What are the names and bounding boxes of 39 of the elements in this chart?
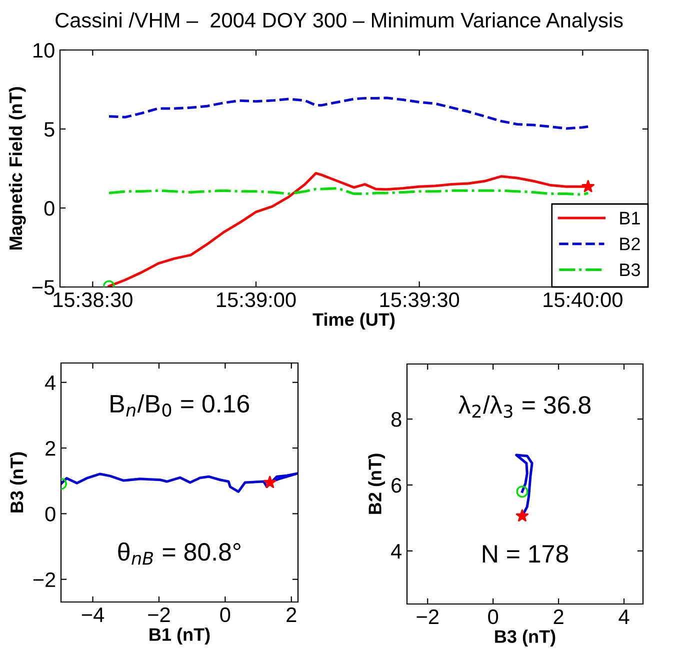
- y-axis-title: B2 (nT): [368, 454, 385, 514]
- y-axis-title: B3 (nT): [10, 452, 27, 512]
- chart-title: Cassini /VHM – 2004 DOY 300 – Minimum Variance Analysis: [56, 12, 623, 32]
- y-tick-label: 0: [44, 201, 54, 216]
- y-tick-label: −2: [33, 572, 56, 587]
- y-tick-label: 8: [391, 412, 402, 427]
- line-series: [108, 96, 590, 130]
- line-series: [61, 472, 298, 493]
- y-axis-title: Magnetic Field (nT): [8, 87, 26, 250]
- y-tick-label: 0: [45, 506, 56, 522]
- legend-label: B1: [620, 212, 640, 224]
- x-tick-label: 2: [286, 607, 296, 622]
- x-tick-label: −2: [416, 609, 438, 624]
- x-tick-label: 0: [220, 607, 230, 622]
- x-axis-title: B1 (nT): [150, 628, 210, 644]
- x-tick-label: 4: [618, 610, 630, 624]
- x-tick-label: 15:40:00: [544, 292, 622, 308]
- y-tick-label: 2: [46, 441, 56, 456]
- x-tick-label: 15:39:00: [217, 292, 296, 308]
- annotation: θ$_{nB}$ = 80.8°: [118, 542, 240, 565]
- x-tick-label: −4: [82, 608, 104, 622]
- annotation: N = 178: [482, 545, 568, 563]
- y-tick-label: −5: [32, 280, 54, 295]
- x-axis-title: Time (UT): [312, 312, 395, 330]
- x-tick-label: 0: [488, 609, 498, 624]
- legend-label: B2: [620, 238, 640, 250]
- y-tick-label: 5: [44, 122, 54, 137]
- x-axis-title: B3 (nT): [495, 630, 556, 646]
- legend-label: B3: [620, 263, 640, 276]
- annotation: B$_{n}$/B$_{0}$ = 0.16: [110, 394, 250, 417]
- y-tick-label: 4: [45, 376, 56, 390]
- y-tick-label: 10: [34, 43, 54, 58]
- x-tick-label: −2: [148, 607, 170, 622]
- y-tick-label: 6: [392, 478, 402, 493]
- x-tick-label: 15:38:30: [54, 292, 132, 308]
- y-tick-label: 4: [391, 544, 402, 558]
- x-tick-label: 15:39:30: [380, 292, 460, 308]
- annotation: λ$_{2}$/λ$_{3}$ = 36.8: [458, 395, 590, 418]
- x-tick-label: 2: [554, 609, 564, 624]
